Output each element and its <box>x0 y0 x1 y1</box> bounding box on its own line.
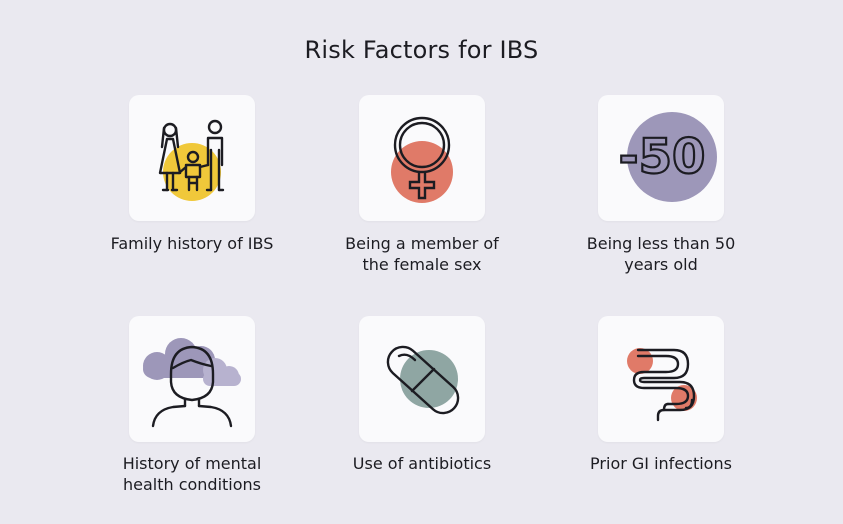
label-female-sex: Being a member of the female sex <box>345 234 499 274</box>
label-gi-infections: Prior GI infections <box>590 454 732 473</box>
pill-icon <box>386 345 460 415</box>
svg-text:-50: -50 <box>619 129 706 185</box>
card-mental-health <box>129 316 255 442</box>
person-cloud-icon <box>143 338 241 428</box>
card-gi-infections <box>598 316 724 442</box>
label-mental-health: History of mental health conditions <box>122 454 262 494</box>
family-icon <box>158 119 225 201</box>
female-symbol-icon <box>391 116 453 203</box>
card-female-sex <box>359 95 485 221</box>
intestine-icon <box>627 348 697 422</box>
page-title: Risk Factors for IBS <box>304 36 539 64</box>
label-antibiotics: Use of antibiotics <box>352 454 492 473</box>
label-family-history: Family history of IBS <box>110 234 274 253</box>
minus-50-icon: -50 <box>618 112 717 202</box>
card-antibiotics <box>359 316 485 442</box>
card-family-history <box>129 95 255 221</box>
label-age-under-50: Being less than 50 years old <box>586 234 736 274</box>
card-age-under-50: -50 <box>598 95 724 221</box>
